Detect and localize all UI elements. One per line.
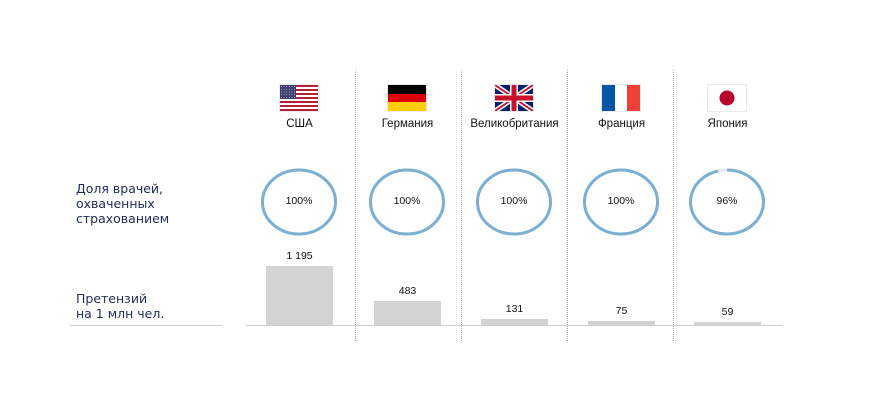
label-baseline [70, 325, 222, 326]
bar-baseline [246, 325, 783, 326]
claims-value-label: 59 [721, 306, 734, 318]
claims-value-label: 483 [398, 285, 417, 297]
coverage-gauge: 96% [688, 168, 766, 236]
claims-value-label: 131 [505, 303, 524, 315]
claims-bar [588, 321, 655, 325]
country-name: Германия [381, 118, 434, 130]
claims-bar [374, 301, 441, 325]
claims-bar [694, 322, 761, 325]
japan-flag-icon [708, 85, 746, 111]
country-column: Япония 96% [674, 0, 781, 409]
coverage-gauge: 100% [582, 168, 660, 236]
claims-bar [481, 319, 548, 325]
country-column: Франция 100% [568, 0, 675, 409]
coverage-row-label: Доля врачей, охваченных страхованием [76, 181, 170, 226]
country-name: Франция [597, 118, 646, 130]
claims-value-label: 75 [615, 305, 628, 317]
column-separator [355, 70, 356, 341]
coverage-value-label: 96% [716, 195, 738, 207]
germany-flag-icon [388, 85, 426, 111]
country-name: Великобритания [470, 118, 559, 130]
column-separator [673, 70, 674, 341]
country-column: Великобритания 100% [461, 0, 568, 409]
country-column: США 100% [246, 0, 353, 409]
claims-bar [266, 266, 333, 325]
france-flag-icon [602, 85, 640, 111]
column-separator [461, 70, 462, 341]
country-name: Япония [707, 118, 748, 130]
column-separator [567, 70, 568, 341]
coverage-value-label: 100% [285, 195, 313, 207]
claims-value-label: 1 195 [286, 250, 313, 262]
coverage-value-label: 100% [393, 195, 421, 207]
coverage-value-label: 100% [500, 195, 528, 207]
coverage-gauge: 100% [260, 168, 338, 236]
claims-row-label: Претензий на 1 млн чел. [76, 291, 165, 321]
usa-flag-icon [280, 85, 318, 111]
uk-flag-icon [495, 85, 533, 111]
coverage-gauge: 100% [368, 168, 446, 236]
country-column: Германия 100% [354, 0, 461, 409]
coverage-value-label: 100% [607, 195, 635, 207]
coverage-gauge: 100% [475, 168, 553, 236]
country-name: США [286, 118, 313, 130]
